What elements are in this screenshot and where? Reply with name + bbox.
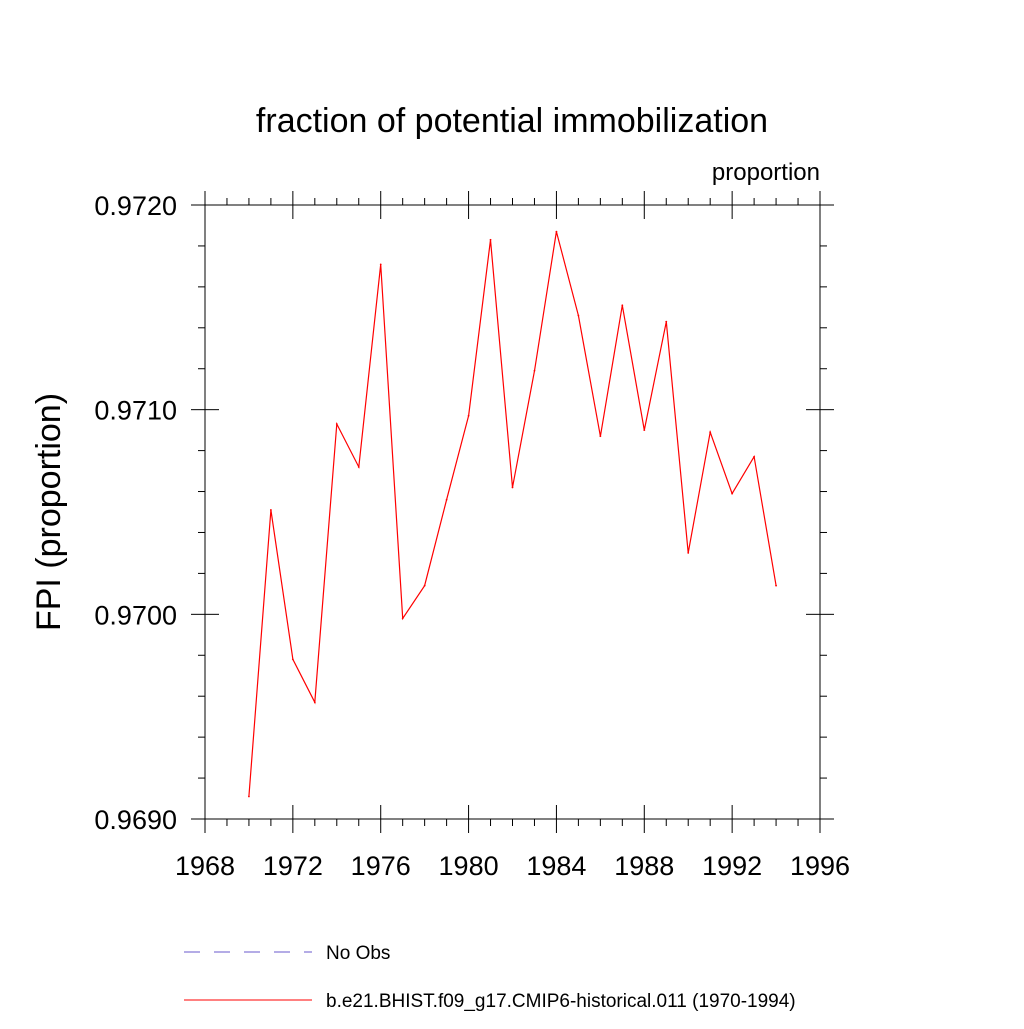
data-point — [533, 369, 536, 372]
x-tick-label: 1984 — [526, 851, 586, 881]
data-point — [291, 658, 294, 661]
y-tick-label: 0.9690 — [94, 805, 177, 835]
chart-title: fraction of potential immobilization — [256, 102, 768, 140]
data-point — [423, 584, 426, 587]
data-point — [357, 466, 360, 468]
data-point — [313, 701, 316, 704]
data-point — [335, 423, 338, 425]
y-axis-label: FPI (proportion) — [30, 393, 68, 631]
x-tick-label: 1968 — [175, 851, 235, 881]
data-point — [599, 435, 602, 438]
data-point — [511, 486, 514, 489]
data-point — [401, 617, 404, 620]
plot-area: 1968 1972 1976 1980 1984 1988 1992 1996 0.9690 0.… — [94, 191, 850, 881]
legend: No Obs b.e21.BHIST.f09_g17.CMIP6-historic… — [184, 943, 796, 1012]
data-point — [577, 314, 580, 317]
data-point — [731, 492, 734, 495]
data-point — [753, 455, 756, 458]
series-line — [248, 231, 777, 797]
chart-subtitle: proportion — [712, 159, 820, 186]
data-point — [709, 431, 712, 434]
data-point — [489, 238, 492, 241]
data-point — [445, 498, 448, 501]
plot-frame — [204, 204, 821, 820]
x-tick-label: 1972 — [263, 851, 323, 881]
data-point — [665, 320, 668, 323]
data-point — [555, 230, 558, 233]
data-point — [467, 414, 470, 417]
data-point — [248, 795, 250, 798]
data-point — [775, 584, 777, 587]
x-tick-label: 1980 — [439, 851, 499, 881]
x-tick-label: 1976 — [351, 851, 411, 881]
legend-label: b.e21.BHIST.f09_g17.CMIP6-historical.011… — [326, 991, 796, 1012]
data-point — [687, 552, 690, 554]
legend-label: No Obs — [326, 943, 390, 964]
x-tick-label: 1992 — [702, 851, 762, 881]
data-point — [379, 263, 382, 266]
data-point — [269, 509, 272, 511]
data-point — [643, 429, 646, 432]
y-tick-label: 0.9710 — [94, 396, 177, 426]
x-tick-label: 1996 — [790, 851, 850, 881]
x-tick-label: 1988 — [614, 851, 674, 881]
y-tick-label: 0.9720 — [94, 191, 177, 221]
y-tick-label: 0.9700 — [94, 600, 177, 630]
data-point — [621, 304, 624, 307]
